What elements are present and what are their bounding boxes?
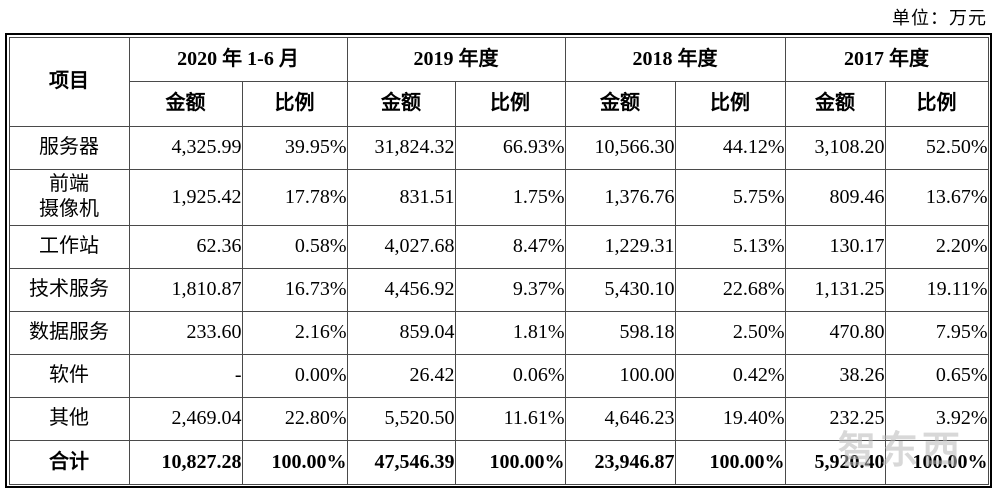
amount-cell: 100.00 [564,353,676,398]
header-period-2020: 2020 年 1-6 月 [128,36,348,82]
row-total: 合计 10,827.28 100.00% 47,546.39 100.00% 2… [8,439,989,485]
item-label: 合计 [8,439,130,485]
ratio-cell: 1.81% [454,310,566,355]
amount-cell: 1,229.31 [564,224,676,269]
amount-cell: 4,027.68 [346,224,456,269]
item-label: 工作站 [8,224,130,269]
amount-cell: 26.42 [346,353,456,398]
row-data-service: 数据服务 233.60 2.16% 859.04 1.81% 598.18 2.… [8,310,989,355]
row-server: 服务器 4,325.99 39.95% 31,824.32 66.93% 10,… [8,125,989,170]
ratio-cell: 2.20% [884,224,989,269]
amount-cell: 809.46 [784,168,886,226]
amount-cell: 130.17 [784,224,886,269]
ratio-cell: 19.11% [884,267,989,312]
header-ratio-2019: 比例 [454,80,566,127]
amount-cell: 470.80 [784,310,886,355]
ratio-cell: 52.50% [884,125,989,170]
header-amount-2018: 金额 [564,80,676,127]
ratio-cell: 0.58% [241,224,348,269]
item-label: 前端 摄像机 [8,168,130,226]
ratio-cell: 9.37% [454,267,566,312]
amount-cell: 5,430.10 [564,267,676,312]
amount-cell: 5,920.40 [784,439,886,485]
ratio-cell: 0.00% [241,353,348,398]
unit-label: 单位：万元 [892,8,987,28]
item-label: 技术服务 [8,267,130,312]
item-label: 其他 [8,396,130,441]
ratio-cell: 2.16% [241,310,348,355]
item-label: 软件 [8,353,130,398]
header-amount-2017: 金额 [784,80,886,127]
ratio-cell: 66.93% [454,125,566,170]
header-period-2017: 2017 年度 [784,36,989,82]
amount-cell: 31,824.32 [346,125,456,170]
amount-cell: 10,827.28 [128,439,243,485]
header-ratio-2017: 比例 [884,80,989,127]
amount-cell: 38.26 [784,353,886,398]
amount-cell: 5,520.50 [346,396,456,441]
amount-cell: 1,376.76 [564,168,676,226]
amount-cell: - [128,353,243,398]
revenue-composition-table: 项目 2020 年 1-6 月 2019 年度 2018 年度 2017 年度 … [8,36,989,485]
ratio-cell: 0.06% [454,353,566,398]
header-period-2018: 2018 年度 [564,36,786,82]
amount-cell: 232.25 [784,396,886,441]
item-label: 数据服务 [8,310,130,355]
ratio-cell: 11.61% [454,396,566,441]
item-label: 服务器 [8,125,130,170]
row-workstation: 工作站 62.36 0.58% 4,027.68 8.47% 1,229.31 … [8,224,989,269]
ratio-cell: 5.13% [674,224,786,269]
ratio-cell: 22.68% [674,267,786,312]
header-amount-2020: 金额 [128,80,243,127]
header-ratio-2018: 比例 [674,80,786,127]
ratio-cell: 5.75% [674,168,786,226]
amount-cell: 598.18 [564,310,676,355]
ratio-cell: 1.75% [454,168,566,226]
amount-cell: 1,810.87 [128,267,243,312]
ratio-cell: 19.40% [674,396,786,441]
ratio-cell: 100.00% [884,439,989,485]
row-technical-service: 技术服务 1,810.87 16.73% 4,456.92 9.37% 5,43… [8,267,989,312]
amount-cell: 831.51 [346,168,456,226]
amount-cell: 23,946.87 [564,439,676,485]
ratio-cell: 2.50% [674,310,786,355]
header-period-row: 项目 2020 年 1-6 月 2019 年度 2018 年度 2017 年度 [8,36,989,127]
amount-cell: 3,108.20 [784,125,886,170]
amount-cell: 4,456.92 [346,267,456,312]
header-item-column: 项目 [8,36,130,127]
amount-cell: 4,646.23 [564,396,676,441]
ratio-cell: 0.65% [884,353,989,398]
ratio-cell: 13.67% [884,168,989,226]
amount-cell: 1,925.42 [128,168,243,226]
row-other: 其他 2,469.04 22.80% 5,520.50 11.61% 4,646… [8,396,989,441]
amount-cell: 233.60 [128,310,243,355]
ratio-cell: 8.47% [454,224,566,269]
ratio-cell: 39.95% [241,125,348,170]
amount-cell: 1,131.25 [784,267,886,312]
ratio-cell: 44.12% [674,125,786,170]
ratio-cell: 7.95% [884,310,989,355]
ratio-cell: 3.92% [884,396,989,441]
header-sub-row: 金额 比例 金额 比例 金额 比例 金额 比例 [9,80,989,127]
amount-cell: 859.04 [346,310,456,355]
header-period-2019: 2019 年度 [346,36,566,82]
ratio-cell: 0.42% [674,353,786,398]
ratio-cell: 22.80% [241,396,348,441]
amount-cell: 62.36 [128,224,243,269]
row-software: 软件 - 0.00% 26.42 0.06% 100.00 0.42% 38.2… [8,353,989,398]
ratio-cell: 100.00% [454,439,566,485]
header-amount-2019: 金额 [346,80,456,127]
ratio-cell: 100.00% [674,439,786,485]
amount-cell: 4,325.99 [128,125,243,170]
revenue-table-wrap: 项目 2020 年 1-6 月 2019 年度 2018 年度 2017 年度 … [5,33,993,488]
row-front-end-camera: 前端 摄像机 1,925.42 17.78% 831.51 1.75% 1,37… [8,168,989,226]
ratio-cell: 17.78% [241,168,348,226]
amount-cell: 2,469.04 [128,396,243,441]
amount-cell: 10,566.30 [564,125,676,170]
header-ratio-2020: 比例 [241,80,348,127]
ratio-cell: 16.73% [241,267,348,312]
ratio-cell: 100.00% [241,439,348,485]
amount-cell: 47,546.39 [346,439,456,485]
